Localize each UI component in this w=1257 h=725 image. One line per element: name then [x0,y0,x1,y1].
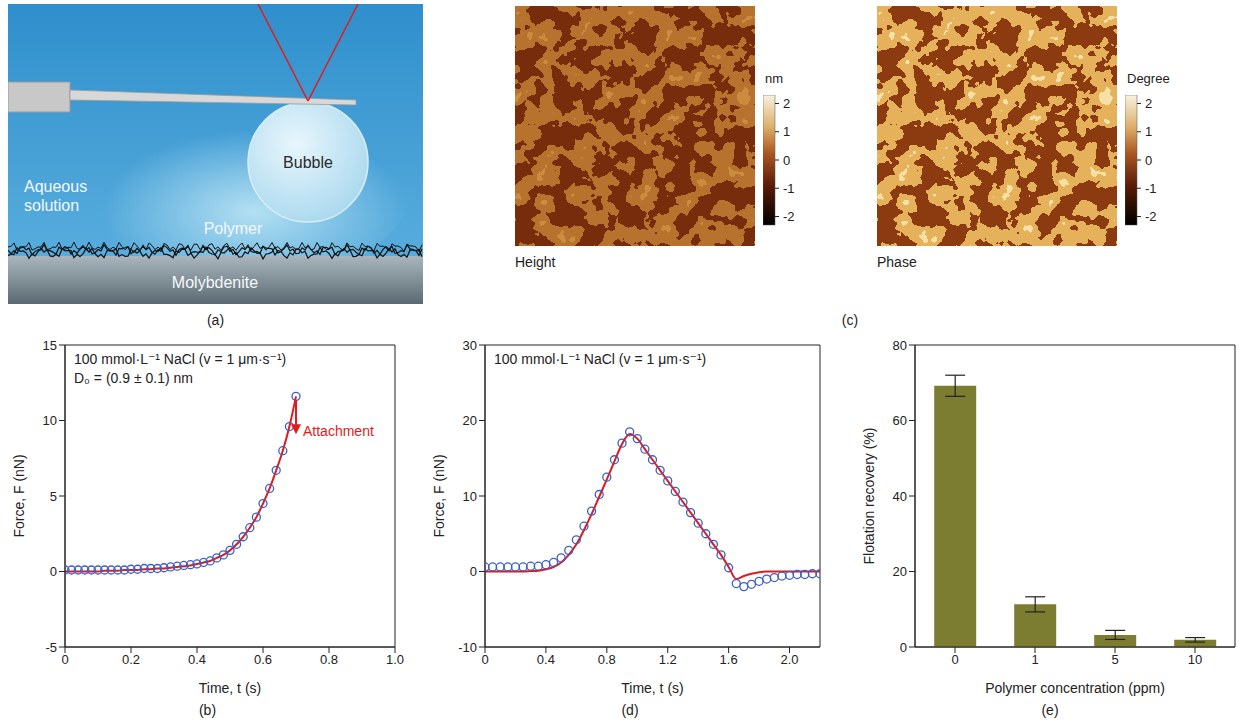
html-text:(a): (a) [206,312,225,328]
html-text:Height: Height [515,254,556,270]
svg-text:Polymer: Polymer [204,220,263,237]
svg-text:Polymer concentration (ppm): Polymer concentration (ppm) [985,680,1165,696]
svg-text:Attachment: Attachment [303,423,374,439]
svg-text:0: 0 [900,640,907,655]
svg-text:Aqueous: Aqueous [24,178,87,195]
svg-text:0.4: 0.4 [537,652,555,667]
svg-text:2.0: 2.0 [781,652,799,667]
svg-text:1.6: 1.6 [720,652,738,667]
svg-text:Force, F (nN): Force, F (nN) [431,454,447,537]
svg-text:Bubble: Bubble [283,154,333,171]
svg-text:0.6: 0.6 [254,652,272,667]
svg-text:5: 5 [1111,652,1118,667]
svg-text:5: 5 [50,489,57,504]
svg-text:-2: -2 [783,209,795,224]
svg-text:-5: -5 [45,640,57,655]
svg-text:1: 1 [1031,652,1038,667]
svg-text:80: 80 [893,338,907,353]
svg-text:0.8: 0.8 [320,652,338,667]
svg-text:0: 0 [470,564,477,579]
svg-text:0: 0 [951,652,958,667]
svg-text:0.8: 0.8 [598,652,616,667]
svg-text:0: 0 [50,564,57,579]
svg-text:0: 0 [61,652,68,667]
svg-text:10: 10 [463,489,477,504]
svg-text:-10: -10 [458,640,477,655]
svg-text:60: 60 [893,413,907,428]
svg-text:10: 10 [43,413,57,428]
svg-text:0.2: 0.2 [122,652,140,667]
svg-text:30: 30 [463,338,477,353]
svg-text:1: 1 [783,124,790,139]
svg-text:40: 40 [893,489,907,504]
html-text:(d): (d) [621,702,639,718]
svg-text:Time, t (s): Time, t (s) [199,680,261,696]
svg-text:15: 15 [43,338,57,353]
svg-text:0: 0 [481,652,488,667]
svg-text:0: 0 [1145,153,1152,168]
svg-text:Flotation recovery (%): Flotation recovery (%) [861,428,877,565]
svg-text:1: 1 [1145,124,1152,139]
svg-text:-1: -1 [1145,181,1157,196]
svg-text:1.0: 1.0 [386,652,404,667]
svg-text:-1: -1 [783,181,795,196]
html-text:(c): (c) [841,312,859,328]
html-text:100 mmol·L⁻¹ NaCl (v = 1 μm·s⁻: 100 mmol·L⁻¹ NaCl (v = 1 μm·s⁻¹) [74,351,287,367]
svg-text:-2: -2 [1145,209,1157,224]
html-text:D₀ = (0.9 ± 0.1) nm: D₀ = (0.9 ± 0.1) nm [74,370,193,386]
svg-text:20: 20 [893,564,907,579]
html-text:100 mmol·L⁻¹ NaCl (v = 1 μm·s⁻: 100 mmol·L⁻¹ NaCl (v = 1 μm·s⁻¹) [494,351,707,367]
html-text:nm: nm [765,71,784,86]
html-text:Degree: Degree [1127,71,1170,86]
html-text:Phase: Phase [877,254,917,270]
svg-text:Force, F (nN): Force, F (nN) [11,454,27,537]
svg-text:1.2: 1.2 [659,652,677,667]
html-text:(e): (e) [1041,702,1059,718]
svg-text:solution: solution [24,197,79,214]
svg-text:0: 0 [783,153,790,168]
html-text:(b): (b) [198,702,217,718]
svg-text:20: 20 [463,413,477,428]
svg-text:2: 2 [1145,96,1152,111]
svg-text:2: 2 [783,96,790,111]
svg-text:10: 10 [1188,652,1202,667]
svg-text:Molybdenite: Molybdenite [172,274,258,291]
svg-text:Time, t (s): Time, t (s) [621,680,683,696]
svg-text:0.4: 0.4 [188,652,206,667]
